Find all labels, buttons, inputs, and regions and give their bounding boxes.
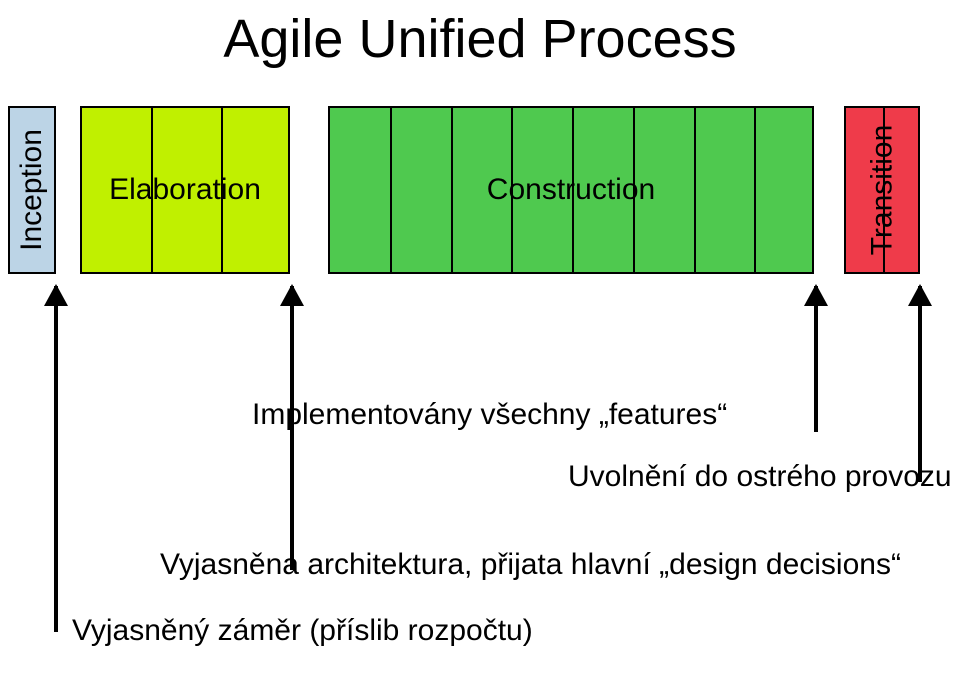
annot-features: Implementovány všechny „features“ bbox=[252, 398, 727, 432]
iteration-divider bbox=[572, 108, 574, 272]
iteration-divider bbox=[151, 108, 153, 272]
page-title: Agile Unified Process bbox=[0, 8, 960, 70]
phase-transition: Transition bbox=[844, 106, 920, 274]
phase-label-elaboration: Elaboration bbox=[109, 173, 261, 207]
phase-label-transition: Transition bbox=[865, 125, 899, 256]
iteration-divider bbox=[883, 108, 885, 272]
iteration-divider bbox=[754, 108, 756, 272]
phase-row: Inception Elaboration Construction Transiti… bbox=[0, 106, 960, 274]
annot-intent: Vyjasněný záměr (příslib rozpočtu) bbox=[72, 614, 533, 648]
arrow-inception bbox=[54, 286, 58, 632]
iteration-divider bbox=[451, 108, 453, 272]
annot-release: Uvolnění do ostrého provozu bbox=[568, 460, 952, 494]
phase-label-inception: Inception bbox=[15, 129, 49, 251]
phase-inception: Inception bbox=[8, 106, 56, 274]
iteration-divider bbox=[390, 108, 392, 272]
iteration-divider bbox=[694, 108, 696, 272]
phase-elaboration: Elaboration bbox=[80, 106, 290, 274]
iteration-divider bbox=[633, 108, 635, 272]
arrow-construction bbox=[814, 286, 818, 432]
iteration-divider bbox=[511, 108, 513, 272]
arrow-transition bbox=[918, 286, 922, 482]
phase-construction: Construction bbox=[328, 106, 814, 274]
iteration-divider bbox=[221, 108, 223, 272]
annot-arch: Vyjasněna architektura, přijata hlavní „… bbox=[160, 548, 901, 582]
